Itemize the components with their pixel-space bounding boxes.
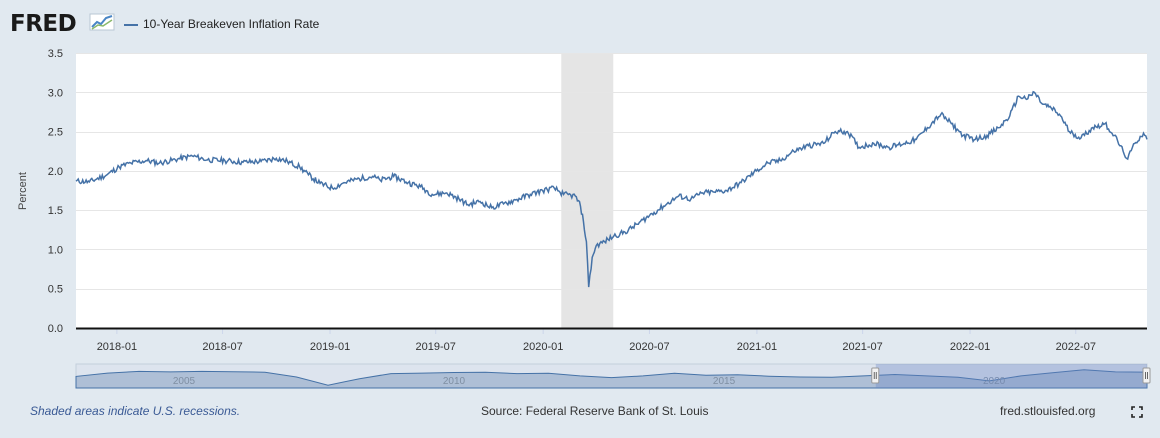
x-tick-label: 2019-01 [310, 341, 350, 353]
legend-swatch [124, 23, 138, 26]
navigator-label: 2020 [983, 376, 1006, 387]
chart-legend[interactable]: 10-Year Breakeven Inflation Rate [124, 17, 319, 31]
y-tick-label: 1.0 [48, 244, 63, 256]
line-chart-icon [89, 13, 115, 31]
x-tick-label: 2018-01 [97, 341, 137, 353]
series-line[interactable] [75, 90, 1148, 288]
navigator-handle-right[interactable] [1142, 367, 1151, 384]
navigator-label: 2010 [443, 376, 466, 387]
y-tick-label: 1.5 [48, 205, 63, 217]
x-tick-label: 2018-07 [202, 341, 242, 353]
chart-header: FRED 10-Year Breakeven Inflation Rate [0, 0, 1160, 46]
navigator-label: 2015 [713, 376, 736, 387]
fullscreen-icon[interactable] [1131, 406, 1143, 418]
y-tick-label: 2.0 [48, 166, 63, 178]
navigator-label: 2005 [173, 376, 196, 387]
y-tick-label: 2.5 [48, 127, 63, 139]
y-axis-label: Percent [17, 172, 29, 210]
x-tick-label: 2021-07 [842, 341, 882, 353]
navigator-selection[interactable] [875, 364, 1147, 388]
x-tick-label: 2020-07 [629, 341, 669, 353]
recession-shading [561, 53, 614, 328]
navigator-handle-left[interactable] [871, 367, 880, 384]
x-tick-label: 2022-07 [1056, 341, 1096, 353]
legend-label: 10-Year Breakeven Inflation Rate [143, 17, 320, 31]
y-tick-label: 3.5 [48, 48, 63, 60]
x-tick-label: 2022-01 [950, 341, 990, 353]
fred-logo[interactable]: FRED [10, 11, 77, 37]
x-tick-label: 2020-01 [523, 341, 563, 353]
y-tick-label: 3.0 [48, 87, 63, 99]
source-text: Source: Federal Reserve Bank of St. Loui… [481, 404, 709, 418]
chart[interactable]: 0.0 0.5 1.0 1.5 2.0 2.5 3.0 3.5 2018-01 2018-07 2… [0, 0, 1160, 400]
navigator-series [75, 369, 1148, 389]
x-tick-label: 2019-07 [416, 341, 456, 353]
x-tick-label: 2021-01 [737, 341, 777, 353]
recession-note: Shaded areas indicate U.S. recessions. [30, 404, 241, 418]
y-tick-label: 0.0 [48, 323, 63, 335]
site-link[interactable]: fred.stlouisfed.org [1000, 404, 1096, 418]
y-tick-label: 0.5 [48, 284, 63, 296]
